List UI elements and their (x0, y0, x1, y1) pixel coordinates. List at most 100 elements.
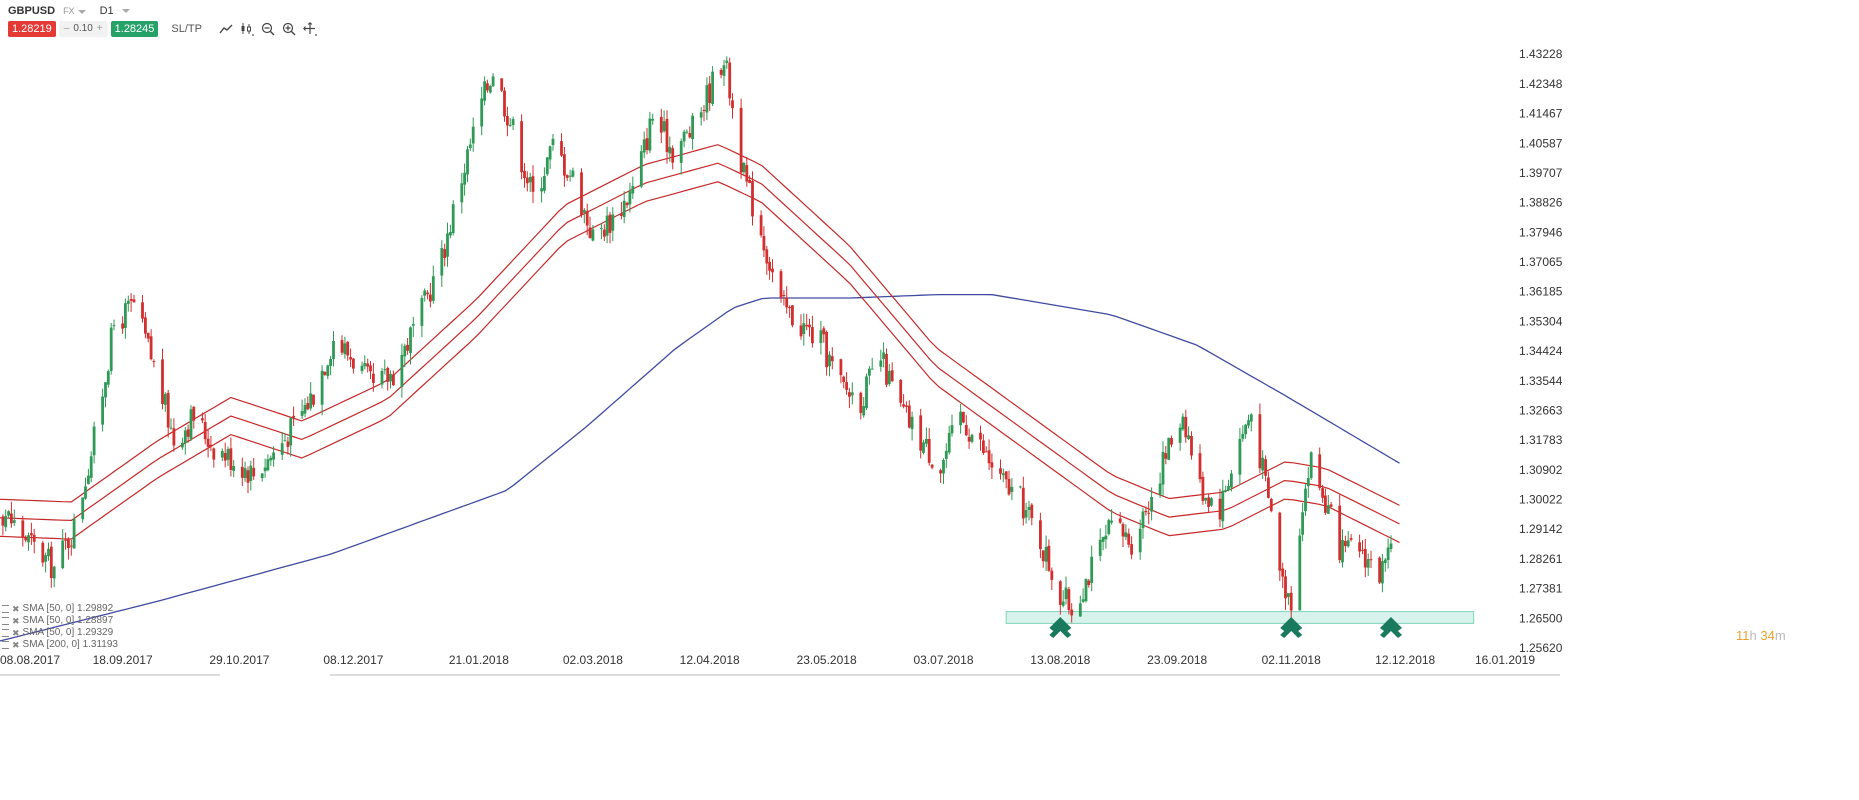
candle-down (161, 359, 164, 404)
candle-up (725, 60, 729, 63)
candle-down (1264, 459, 1267, 476)
price-tick-label: 1.41467 (1519, 107, 1563, 121)
candle-down (927, 439, 931, 463)
candle-down (731, 100, 734, 109)
indicator-settings-icon[interactable] (2, 641, 9, 649)
chart-tools (215, 21, 318, 37)
sltp-button[interactable]: SL/TP (171, 23, 202, 35)
candle-up (1287, 593, 1290, 597)
indicator-settings-icon[interactable] (2, 605, 9, 613)
decrease-quantity-button[interactable]: – (63, 23, 70, 34)
candle-down (64, 539, 67, 541)
candle-down (739, 107, 743, 173)
candle-up (910, 416, 914, 430)
sell-button[interactable]: 1.28219 (8, 21, 56, 37)
legend-item[interactable]: ✖ SMA [50, 0] 1.28897 (2, 615, 118, 627)
candle-up (109, 327, 113, 371)
candle-down (386, 368, 390, 382)
candle-down (525, 177, 529, 184)
candle-down (602, 229, 606, 237)
candle-down (1004, 471, 1008, 480)
price-chart[interactable]: 1.43228 1.42348 1.41467 1.40587 1.39707 1.388… (0, 0, 1859, 680)
candle-up (568, 175, 572, 177)
candle-up (1244, 424, 1247, 435)
candle-up (87, 475, 90, 485)
candle-down (32, 534, 36, 542)
line-chart-icon[interactable] (218, 21, 234, 37)
candle-down (1127, 533, 1131, 545)
candle-up (947, 432, 951, 453)
timeframe-selector[interactable]: D1 (100, 5, 130, 17)
market-selector[interactable]: FX (63, 6, 86, 16)
candle-up (343, 343, 347, 355)
scrollbar-thumb[interactable] (330, 674, 1560, 676)
timeframe-label: D1 (99, 5, 114, 17)
candle-down (30, 533, 33, 536)
increase-quantity-button[interactable]: + (96, 23, 103, 34)
remove-indicator-icon[interactable]: ✖ (12, 616, 20, 626)
candle-up (72, 518, 76, 549)
quantity-stepper[interactable]: – 0.10 + (58, 21, 108, 37)
candle-up (272, 452, 275, 460)
remove-indicator-icon[interactable]: ✖ (12, 604, 20, 614)
quantity-value[interactable]: 0.10 (73, 23, 93, 34)
candle-down (907, 405, 911, 428)
candle-up (1386, 547, 1390, 560)
candle-down (1369, 559, 1373, 561)
zoom-out-icon[interactable] (260, 21, 276, 37)
candle-up (420, 298, 424, 326)
candle-down (1118, 518, 1122, 523)
candle-down (885, 354, 888, 385)
candles-icon[interactable] (239, 21, 255, 37)
candle-down (962, 411, 965, 423)
candle-down (762, 236, 766, 251)
candle-down (1170, 438, 1173, 445)
buy-button[interactable]: 1.28245 (110, 21, 159, 37)
candle-down (223, 453, 227, 461)
candle-down (286, 441, 290, 447)
candle-down (69, 545, 73, 547)
candle-down (41, 542, 45, 563)
legend-item[interactable]: ✖ SMA [50, 0] 1.29329 (2, 627, 118, 639)
candle-down (520, 121, 523, 173)
candle-down (141, 302, 144, 319)
legend-item[interactable]: ✖ SMA [50, 0] 1.29892 (2, 603, 118, 615)
scrollbar-track[interactable] (0, 674, 220, 676)
candle-down (366, 363, 370, 367)
crosshair-icon[interactable] (302, 21, 318, 37)
candle-up (360, 365, 364, 372)
symbol-selector[interactable]: GBPUSD (8, 5, 56, 17)
candle-up (480, 98, 484, 127)
legend-item[interactable]: ✖ SMA [200, 0] 1.31193 (2, 639, 118, 651)
candle-up (446, 233, 449, 257)
timer-minutes: 34 (1760, 628, 1775, 643)
candle-down (166, 392, 170, 428)
candle-down (1378, 557, 1381, 583)
candle-down (149, 336, 153, 360)
candle-up (528, 177, 532, 183)
candle-up (1138, 528, 1142, 553)
candle-up (181, 442, 184, 448)
remove-indicator-icon[interactable]: ✖ (12, 640, 20, 650)
indicator-settings-icon[interactable] (2, 629, 9, 637)
candle-down (899, 380, 903, 403)
candle-up (183, 430, 187, 444)
candle-down (785, 297, 789, 308)
candle-down (565, 175, 569, 178)
candle-up (460, 183, 464, 203)
price-tick-label: 1.40587 (1519, 136, 1563, 150)
indicator-settings-icon[interactable] (2, 617, 9, 625)
candle-up (944, 451, 948, 459)
candle-down (1284, 576, 1287, 599)
zoom-in-icon[interactable] (281, 21, 297, 37)
up-arrow-icon (1049, 617, 1072, 638)
candle-up (882, 352, 885, 359)
candle-down (1147, 512, 1151, 514)
candle-up (1326, 505, 1330, 514)
candle-up (1241, 433, 1245, 439)
candle-up (389, 373, 392, 382)
candle-up (283, 440, 287, 442)
remove-indicator-icon[interactable]: ✖ (12, 628, 20, 638)
candle-up (104, 382, 107, 398)
candle-down (665, 118, 669, 153)
